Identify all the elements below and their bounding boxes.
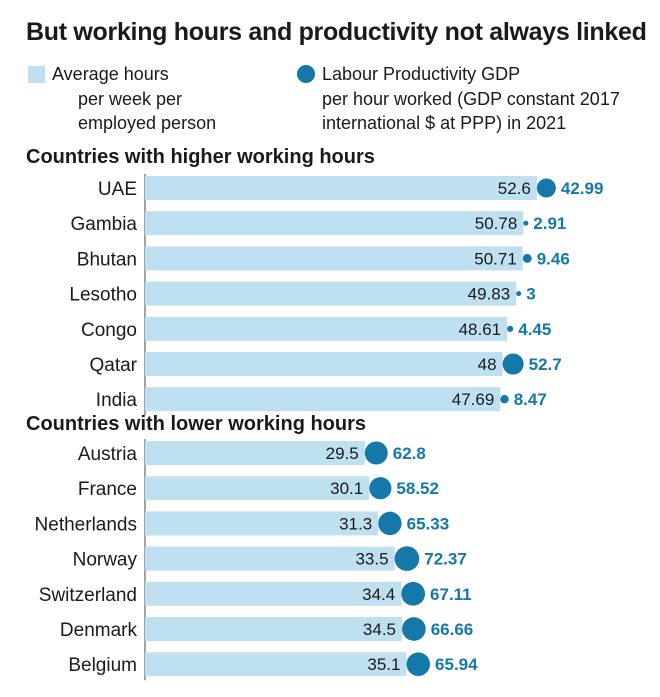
legend-productivity-line-3: international $ at PPP) in 2021	[322, 113, 567, 133]
country-label: India	[96, 390, 138, 411]
productivity-label: 4.45	[518, 320, 551, 339]
productivity-dot	[378, 511, 402, 536]
bar-lesotho	[145, 281, 517, 306]
bar-switzerland	[145, 581, 402, 606]
productivity-dot	[500, 394, 509, 404]
hours-label: 33.5	[355, 550, 388, 569]
hours-label: 50.78	[475, 214, 518, 233]
productivity-label: 3	[526, 285, 535, 304]
bar-france	[145, 476, 370, 501]
country-label: Austria	[78, 444, 138, 465]
productivity-dot	[507, 325, 514, 332]
legend-productivity-line-1: Labour Productivity GDP	[322, 64, 521, 84]
bar-belgium	[145, 652, 407, 677]
productivity-label: 66.66	[431, 620, 474, 639]
legend-hours-line-3: employed person	[78, 113, 217, 133]
country-label: Gambia	[70, 214, 137, 235]
legend-hours-line-1: Average hours	[52, 64, 169, 84]
country-label: Denmark	[60, 620, 138, 641]
productivity-label: 42.99	[561, 179, 604, 198]
country-label: Congo	[81, 320, 137, 341]
section-lower-title: Countries with lower working hours	[26, 413, 367, 435]
hours-label: 49.83	[468, 285, 511, 304]
legend-bar-swatch	[28, 66, 45, 83]
section-higher-title: Countries with higher working hours	[26, 146, 375, 168]
bar-congo	[145, 316, 508, 341]
hours-label: 48.61	[459, 320, 502, 339]
productivity-dot	[402, 617, 426, 641]
hours-label: 47.69	[452, 390, 495, 409]
bar-india	[145, 387, 501, 412]
bar-denmark	[145, 617, 403, 641]
hours-label: 34.5	[363, 620, 396, 639]
productivity-dot	[516, 291, 522, 297]
productivity-dot	[522, 253, 532, 263]
country-label: Qatar	[89, 355, 137, 376]
productivity-label: 2.91	[533, 214, 566, 233]
productivity-dot	[364, 441, 388, 465]
country-label: UAE	[98, 179, 137, 200]
country-label: Norway	[73, 550, 138, 571]
hours-label: 48	[478, 355, 497, 374]
productivity-label: 65.94	[435, 655, 478, 674]
productivity-dot	[536, 178, 556, 198]
chart-title: But working hours and productivity not a…	[26, 18, 647, 46]
country-label: Netherlands	[35, 514, 137, 535]
bar-gambia	[145, 211, 524, 236]
productivity-dot	[523, 220, 529, 226]
country-label: Switzerland	[39, 585, 137, 606]
country-label: Lesotho	[69, 285, 137, 306]
productivity-label: 8.47	[514, 390, 547, 409]
legend-productivity-line-2: per hour worked (GDP constant 2017	[322, 89, 620, 109]
bar-uae	[145, 176, 537, 200]
legend-hours-line-2: per week per	[78, 89, 183, 109]
hours-label: 52.6	[498, 179, 531, 198]
hours-label: 34.4	[362, 585, 395, 604]
bar-austria	[145, 441, 365, 465]
bar-norway	[145, 546, 395, 571]
productivity-label: 72.37	[424, 550, 467, 569]
hours-label: 31.3	[339, 514, 372, 533]
productivity-label: 9.46	[537, 249, 570, 268]
country-label: Bhutan	[77, 249, 137, 270]
productivity-dot	[502, 353, 524, 375]
hours-label: 50.71	[474, 249, 517, 268]
productivity-label: 67.11	[430, 585, 472, 604]
hours-label: 30.1	[330, 479, 363, 498]
country-label: France	[78, 479, 137, 500]
country-label: Belgium	[68, 655, 137, 676]
productivity-dot	[369, 477, 392, 500]
legend-dot-marker	[297, 65, 315, 83]
productivity-label: 65.33	[407, 514, 450, 533]
hours-label: 29.5	[326, 444, 359, 463]
bar-netherlands	[145, 511, 379, 536]
bar-bhutan	[145, 246, 523, 271]
productivity-label: 52.7	[529, 355, 562, 374]
productivity-label: 58.52	[396, 479, 439, 498]
hours-label: 35.1	[367, 655, 400, 674]
productivity-dot	[406, 652, 431, 676]
productivity-dot	[394, 546, 420, 571]
productivity-label: 62.8	[393, 444, 426, 463]
productivity-dot	[401, 581, 426, 606]
bar-qatar	[145, 352, 503, 376]
